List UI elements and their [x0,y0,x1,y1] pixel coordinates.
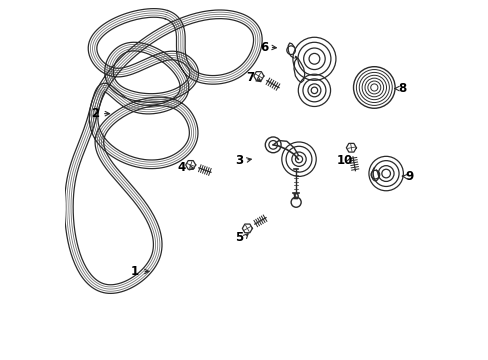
Text: 3: 3 [235,154,243,167]
Text: 1: 1 [131,265,139,278]
Text: 9: 9 [405,170,413,183]
Text: 8: 8 [397,82,406,95]
Polygon shape [346,143,356,152]
Text: 10: 10 [336,154,352,167]
Polygon shape [253,72,264,80]
Text: 4: 4 [177,161,185,174]
Text: 2: 2 [91,107,100,120]
Text: 5: 5 [235,231,243,244]
Polygon shape [242,224,252,233]
Polygon shape [185,161,195,169]
Text: 7: 7 [245,71,253,84]
Text: 6: 6 [260,41,268,54]
